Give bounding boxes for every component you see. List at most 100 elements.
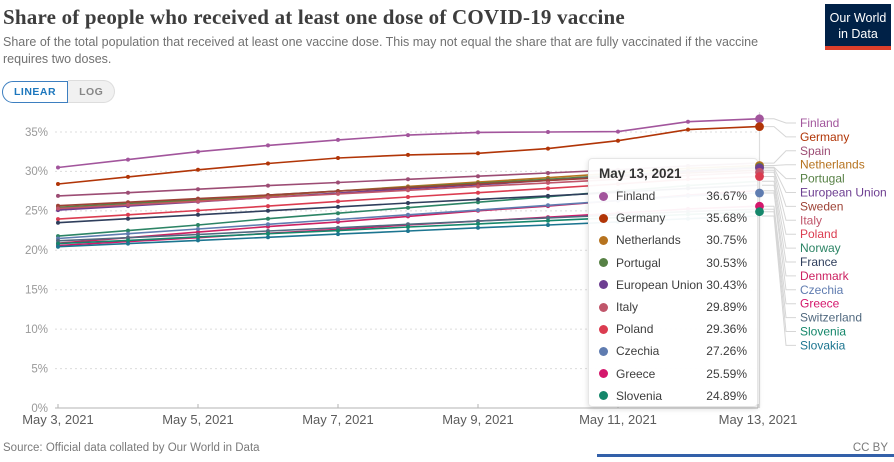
- tooltip-value: 36.67%: [706, 189, 747, 204]
- series-point: [336, 191, 340, 196]
- x-tick-label: May 11, 2021: [579, 412, 657, 427]
- series-point: [266, 143, 270, 148]
- tooltip-value: 25.59%: [706, 366, 747, 381]
- series-point: [406, 177, 410, 182]
- license-link[interactable]: CC BY: [852, 442, 888, 454]
- series-point: [336, 199, 340, 204]
- series-point: [406, 201, 410, 205]
- series-point: [336, 217, 340, 222]
- series-point: [56, 244, 60, 249]
- tooltip-value: 24.89%: [706, 388, 747, 403]
- series-point: [546, 180, 550, 185]
- series-point: [406, 188, 410, 193]
- series-point: [196, 149, 200, 154]
- hover-tooltip: May 13, 2021 Finland 36.67% Germany 35.68% N…: [588, 158, 758, 407]
- series-point: [126, 157, 130, 162]
- tooltip-swatch: [599, 369, 608, 379]
- tooltip-row-czechia: Czechia 27.26%: [599, 340, 747, 362]
- series-point: [196, 199, 200, 204]
- tooltip-value: 35.68%: [706, 211, 747, 226]
- series-point: [546, 193, 550, 198]
- series-point: [196, 167, 200, 172]
- tooltip-country: Portugal: [616, 255, 661, 270]
- embed-bottom-bar: [597, 454, 894, 457]
- tooltip-country: Greece: [616, 366, 656, 381]
- series-point: [126, 190, 130, 195]
- series-point: [406, 133, 410, 138]
- series-point: [546, 171, 550, 175]
- tooltip-swatch: [599, 346, 608, 356]
- tooltip-value: 30.75%: [706, 233, 747, 248]
- series-point: [266, 204, 270, 209]
- series-point: [126, 216, 130, 221]
- series-point: [56, 193, 60, 198]
- series-point: [476, 130, 480, 135]
- linear-button[interactable]: LINEAR: [2, 80, 69, 103]
- series-point: [56, 238, 60, 243]
- owid-logo[interactable]: Our World in Data: [825, 4, 891, 50]
- series-point: [476, 221, 480, 226]
- series-point: [336, 204, 340, 209]
- x-tick-label: May 9, 2021: [442, 412, 514, 427]
- series-point: [196, 234, 200, 239]
- series-point: [196, 227, 200, 231]
- tooltip-swatch: [599, 258, 608, 268]
- series-point: [126, 241, 130, 246]
- y-tick-label: 15%: [25, 285, 48, 297]
- tooltip-row-poland: Poland 29.36%: [599, 318, 747, 340]
- tooltip-row-finland: Finland 36.67%: [599, 185, 747, 207]
- tooltip-row-italy: Italy 29.89%: [599, 296, 747, 318]
- y-tick-label: 25%: [25, 206, 48, 218]
- series-point: [546, 203, 550, 208]
- tooltip-country: Netherlands: [616, 233, 681, 248]
- series-point: [476, 197, 480, 202]
- y-tick-label: 20%: [25, 245, 48, 257]
- tooltip-row-netherlands: Netherlands 30.75%: [599, 229, 747, 251]
- series-point: [476, 190, 480, 195]
- series-point: [476, 174, 480, 179]
- series-point: [476, 200, 480, 205]
- series-point: [196, 212, 200, 217]
- series-point: [546, 130, 550, 134]
- log-button[interactable]: LOG: [68, 80, 116, 103]
- series-point: [196, 223, 200, 227]
- series-point: [56, 206, 60, 211]
- y-tick-label: 30%: [25, 166, 48, 178]
- tooltip-row-european-union: European Union 30.43%: [599, 274, 747, 296]
- series-point: [406, 225, 410, 229]
- series-point: [266, 216, 270, 221]
- page-title: Share of people who received at least on…: [3, 5, 625, 29]
- series-point: [686, 127, 690, 132]
- x-tick-label: May 13, 2021: [719, 412, 798, 427]
- series-point: [196, 196, 200, 201]
- tooltip-value: 29.89%: [706, 300, 747, 315]
- series-point: [126, 174, 130, 179]
- owid-logo-line2: in Data: [838, 27, 878, 41]
- tooltip-value: 30.53%: [706, 255, 747, 270]
- tooltip-date: May 13, 2021: [599, 166, 682, 181]
- series-point: [196, 208, 200, 213]
- series-point: [546, 146, 550, 151]
- series-point: [616, 138, 620, 143]
- x-tick-label: May 3, 2021: [22, 412, 94, 427]
- series-point: [266, 235, 270, 240]
- series-point: [196, 187, 200, 192]
- series-point: [336, 180, 340, 185]
- series-point: [266, 208, 270, 213]
- tooltip-country: Germany: [616, 211, 666, 226]
- series-point: [546, 186, 550, 191]
- series-point: [56, 241, 60, 246]
- y-tick-label: 35%: [25, 127, 48, 139]
- page-subtitle: Share of the total population that recei…: [3, 35, 759, 66]
- series-point: [126, 212, 130, 217]
- y-tick-label: 10%: [25, 324, 48, 336]
- tooltip-row-greece: Greece 25.59%: [599, 363, 747, 385]
- tooltip-country: Poland: [616, 322, 654, 337]
- tooltip-row-portugal: Portugal 30.53%: [599, 252, 747, 274]
- source-note: Source: Official data collated by Our Wo…: [3, 442, 260, 454]
- series-point: [406, 229, 410, 233]
- tooltip-country: Italy: [616, 300, 639, 315]
- series-point: [126, 228, 130, 233]
- tooltip-swatch: [599, 280, 608, 290]
